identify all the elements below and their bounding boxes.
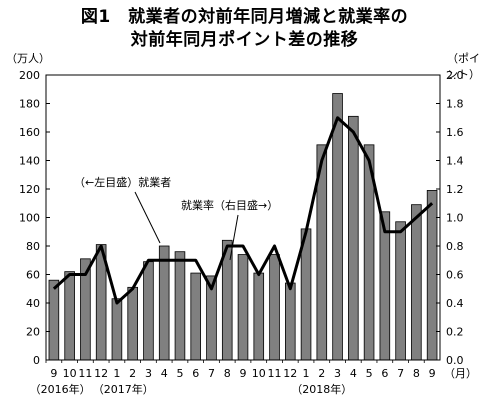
bar-6 [143,261,154,361]
annotation-employed-leader [134,191,161,244]
x-tick-label-5: 2 [129,367,136,380]
bar-19 [348,115,359,361]
x-tick-label-2: 11 [78,367,92,380]
year-label-1: （2017年） [93,382,154,396]
x-tick-label-4: 1 [113,367,120,380]
right-axis-unit: （ポイント） [447,52,480,81]
annotation-rate-leader [229,214,239,261]
x-tick-label-17: 2 [318,367,325,380]
right-tick-label-4: 0.8 [446,240,464,253]
left-tick-label-5: 100 [19,212,40,225]
x-tick-label-6: 3 [145,367,152,380]
x-tick-label-9: 6 [192,367,199,380]
right-tick-label-0: 0.0 [446,354,464,367]
bar-23 [411,204,422,361]
right-tick-label-8: 1.6 [446,126,464,139]
left-tick-label-3: 60 [26,269,40,282]
bar-21 [379,211,391,361]
right-tick-label-6: 1.2 [446,183,464,196]
x-tick-label-11: 8 [224,367,231,380]
right-tick-label-3: 0.6 [446,269,464,282]
year-label-2: （2018年） [291,382,352,396]
right-tick-label-2: 0.4 [446,297,464,310]
x-tick-label-16: 1 [303,367,310,380]
x-tick-label-24: 9 [429,367,436,380]
x-tick-label-20: 5 [366,367,373,380]
bar-4 [111,298,123,361]
left-tick-label-4: 80 [26,240,40,253]
bar-24 [426,190,438,361]
left-tick-label-2: 40 [26,297,40,310]
bar-18 [332,93,343,361]
month-unit-label: （月） [444,367,477,380]
right-tick-label-1: 0.2 [446,326,464,339]
x-tick-label-13: 10 [252,367,266,380]
chart-title-line2: 対前年同月ポイント差の推移 [130,30,359,50]
x-tick-label-15: 12 [283,367,297,380]
bar-5 [127,286,138,361]
x-tick-label-22: 7 [397,367,404,380]
left-tick-label-1: 20 [26,326,40,339]
x-tick-label-0: 9 [50,367,57,380]
x-tick-label-10: 7 [208,367,215,380]
bar-8 [174,251,186,361]
bar-0 [48,279,60,361]
left-tick-label-10: 200 [19,69,40,82]
right-tick-label-5: 1.0 [446,212,464,225]
chart-title-line1: 図1 就業者の対前年同月増減と就業率の [80,7,409,27]
bar-1 [64,271,75,361]
x-tick-label-19: 4 [350,367,357,380]
bar-12 [237,254,249,361]
right-tick-label-7: 1.4 [446,155,464,168]
x-tick-label-21: 6 [381,367,388,380]
x-tick-label-14: 11 [268,367,282,380]
right-tick-label-10: 2.0 [446,69,464,82]
left-tick-label-7: 140 [19,155,40,168]
bar-9 [190,272,202,361]
x-tick-label-1: 10 [63,367,77,380]
left-tick-label-9: 180 [19,98,40,111]
annotation-employed: （←左目盛）就業者 [74,175,171,189]
employment-rate-line [52,116,434,305]
bar-7 [158,245,170,361]
left-tick-label-6: 120 [19,183,40,196]
left-axis-unit: （万人） [6,52,50,65]
bar-13 [253,272,265,361]
x-tick-label-3: 12 [94,367,108,380]
x-tick-label-12: 9 [240,367,247,380]
bar-14 [269,254,280,361]
bar-15 [284,282,296,361]
x-tick-label-18: 3 [334,367,341,380]
year-label-0: （2016年） [30,382,91,396]
x-tick-label-23: 8 [413,367,420,380]
left-tick-label-0: 0 [33,354,40,367]
x-tick-label-7: 4 [161,367,168,380]
left-tick-label-8: 160 [19,126,40,139]
right-tick-label-9: 1.8 [446,98,464,111]
annotation-rate: 就業率（右目盛→） [181,198,278,212]
bar-22 [395,221,406,361]
x-tick-label-8: 5 [176,367,183,380]
